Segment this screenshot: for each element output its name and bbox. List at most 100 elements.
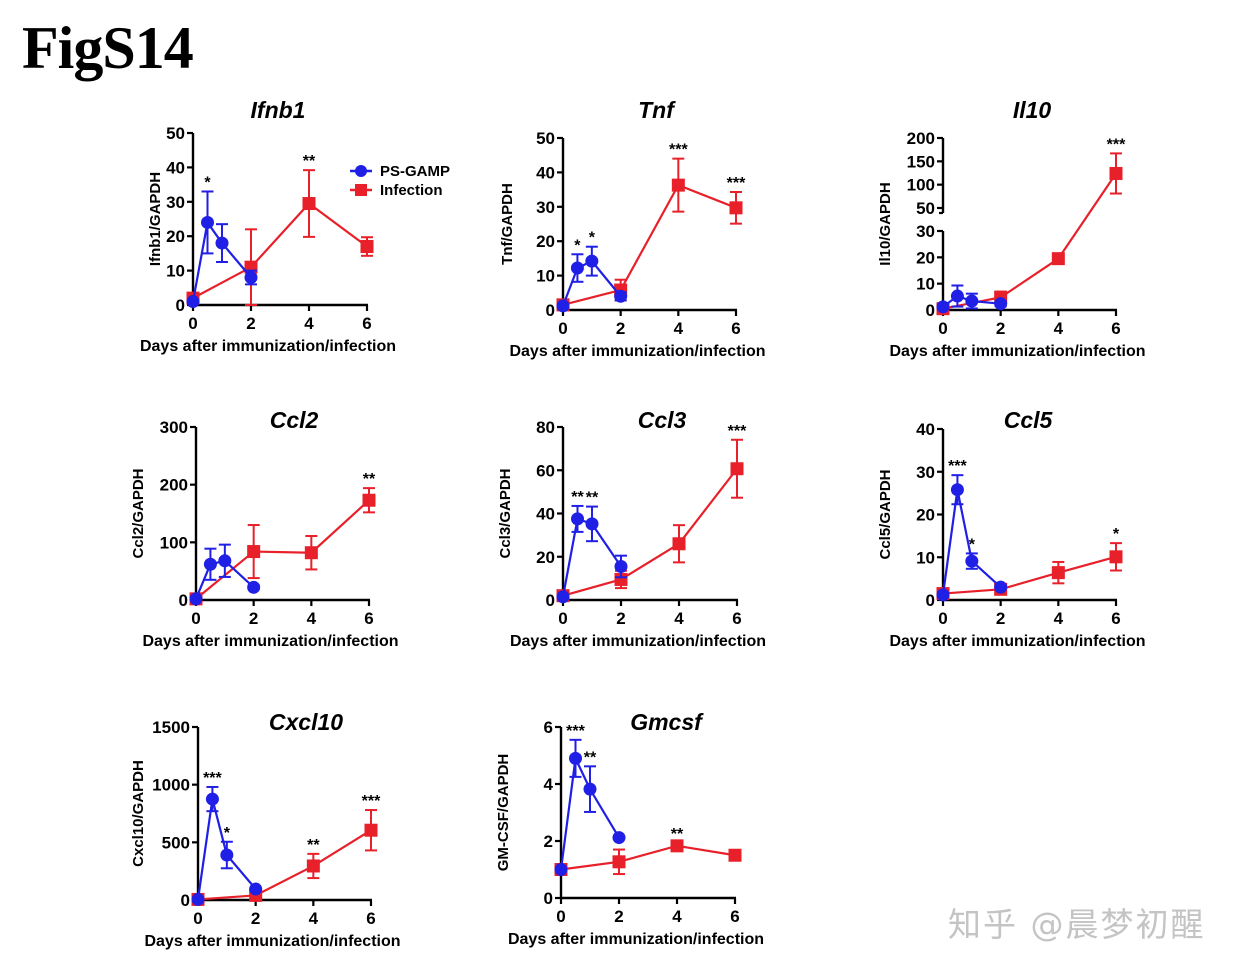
x-tick-label: 2 bbox=[249, 609, 258, 628]
data-point bbox=[1109, 166, 1123, 180]
significance-label: *** bbox=[203, 770, 222, 787]
data-point bbox=[247, 580, 261, 594]
data-point bbox=[189, 592, 203, 606]
data-point bbox=[612, 855, 626, 869]
panel-title: Tnf bbox=[638, 97, 676, 123]
data-point bbox=[571, 512, 584, 526]
y-tick-label: 10 bbox=[916, 275, 935, 294]
x-tick-label: 6 bbox=[364, 609, 373, 628]
x-tick-label: 2 bbox=[616, 609, 625, 628]
significance-label: ** bbox=[586, 490, 599, 507]
x-axis-label: Days after immunization/infection bbox=[140, 338, 396, 355]
x-tick-label: 6 bbox=[1111, 609, 1120, 628]
x-tick-label: 0 bbox=[938, 319, 947, 338]
y-tick-label: 0 bbox=[546, 591, 555, 610]
data-point bbox=[614, 559, 628, 573]
legend-label: Infection bbox=[380, 182, 443, 199]
y-tick-label: 80 bbox=[536, 418, 555, 437]
y-axis-label: Ccl3/GAPDH bbox=[497, 468, 514, 558]
data-point bbox=[950, 289, 964, 303]
data-point bbox=[360, 240, 374, 254]
data-point bbox=[556, 590, 570, 604]
x-tick-label: 6 bbox=[730, 907, 739, 926]
y-tick-label: 20 bbox=[916, 506, 935, 525]
significance-label: ** bbox=[303, 153, 316, 170]
series-infection: ***** bbox=[191, 793, 381, 906]
x-axis-label: Days after immunization/infection bbox=[508, 931, 764, 948]
series-line bbox=[191, 219, 252, 302]
x-tick-label: 2 bbox=[996, 319, 1005, 338]
y-tick-label: 40 bbox=[536, 505, 555, 524]
significance-label: *** bbox=[566, 723, 585, 740]
y-tick-label: 60 bbox=[536, 461, 555, 480]
data-point bbox=[614, 289, 628, 303]
series-line bbox=[195, 499, 370, 600]
significance-label: ** bbox=[584, 749, 597, 766]
series-infection: *** bbox=[936, 136, 1126, 316]
series-ps-gamp bbox=[936, 284, 1008, 314]
series-ps-gamp: * * bbox=[556, 230, 628, 313]
data-point bbox=[362, 493, 376, 507]
y-tick-label: 4 bbox=[544, 775, 554, 794]
panel-tnf: Tnf 0 10 20 30 40 50 0 2 4 6 Days after immunizatio… bbox=[499, 97, 766, 360]
x-tick-label: 6 bbox=[731, 319, 740, 338]
x-axis-label: Days after immunization/infection bbox=[889, 343, 1145, 360]
series-infection: *** bbox=[556, 423, 747, 603]
y-axis-label: Ccl2/GAPDH bbox=[130, 468, 147, 558]
data-point bbox=[729, 201, 743, 215]
data-point bbox=[965, 554, 979, 568]
y-tick-label: 30 bbox=[166, 193, 185, 212]
y-axis-label: Cxcl10/GAPDH bbox=[130, 760, 147, 867]
panel-title: Ccl2 bbox=[270, 407, 319, 433]
series-ps-gamp: **** bbox=[936, 458, 1008, 602]
series-ps-gamp: ***** bbox=[554, 723, 626, 876]
panel-title: Ccl5 bbox=[1004, 407, 1054, 433]
data-point bbox=[306, 859, 320, 873]
significance-label: *** bbox=[728, 423, 747, 440]
series-line bbox=[942, 294, 1001, 308]
y-tick-label: 20 bbox=[536, 232, 555, 251]
data-point bbox=[186, 295, 200, 309]
y-tick-label: 0 bbox=[926, 591, 935, 610]
y-tick-label: 0 bbox=[544, 889, 553, 908]
series-line bbox=[194, 559, 255, 600]
data-point bbox=[583, 782, 597, 796]
series-line bbox=[561, 517, 622, 597]
y-tick-label: 40 bbox=[166, 158, 185, 177]
y-tick-label: 6 bbox=[544, 718, 553, 737]
series-line bbox=[196, 798, 257, 900]
series-line bbox=[561, 259, 622, 307]
data-point bbox=[205, 792, 219, 806]
data-point bbox=[614, 572, 628, 586]
series-line bbox=[941, 489, 1002, 596]
significance-label: * bbox=[224, 825, 231, 842]
data-point bbox=[585, 517, 599, 531]
x-tick-label: 4 bbox=[1054, 319, 1064, 338]
data-point bbox=[936, 588, 950, 602]
panel-ccl5: Ccl5 0 10 20 30 40 0 2 4 6 Days after immunization… bbox=[877, 407, 1146, 650]
series-line bbox=[942, 555, 1117, 595]
data-point bbox=[364, 823, 378, 837]
significance-label: ** bbox=[307, 837, 320, 854]
significance-label: * bbox=[969, 536, 976, 553]
x-axis-label: Days after immunization/infection bbox=[144, 933, 400, 950]
series-line bbox=[560, 844, 736, 871]
significance-label: * bbox=[574, 237, 581, 254]
x-tick-label: 4 bbox=[674, 609, 684, 628]
x-axis-label: Days after immunization/infection bbox=[510, 633, 766, 650]
figure-title: FigS14 bbox=[22, 15, 194, 81]
x-tick-label: 0 bbox=[556, 907, 565, 926]
panel-title: Gmcsf bbox=[630, 709, 704, 735]
x-tick-label: 0 bbox=[188, 314, 197, 333]
significance-label: * bbox=[1113, 526, 1120, 543]
data-point bbox=[612, 831, 626, 845]
data-point bbox=[585, 254, 599, 268]
y-tick-label: 30 bbox=[916, 222, 935, 241]
x-tick-label: 6 bbox=[366, 909, 375, 928]
legend-marker-square bbox=[355, 184, 367, 196]
series-line bbox=[197, 829, 372, 901]
panel-title: Ifnb1 bbox=[251, 97, 306, 123]
y-tick-label: 20 bbox=[166, 227, 185, 246]
y-tick-label: 0 bbox=[179, 591, 188, 610]
